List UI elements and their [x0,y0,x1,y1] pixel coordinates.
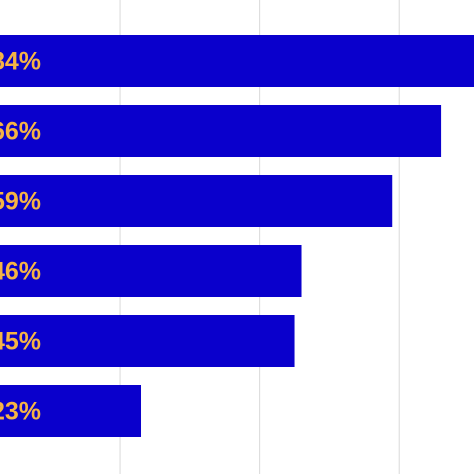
value-label: 23% [0,398,41,426]
bar [0,175,393,227]
bar [0,105,442,157]
value-label: 45% [0,328,41,356]
bar [0,385,142,437]
value-label: 84% [0,48,41,76]
value-label: 66% [0,118,41,146]
bar [0,245,302,297]
bar [0,35,474,87]
bar [0,315,295,367]
value-label: 59% [0,188,41,216]
value-label: 46% [0,258,41,286]
